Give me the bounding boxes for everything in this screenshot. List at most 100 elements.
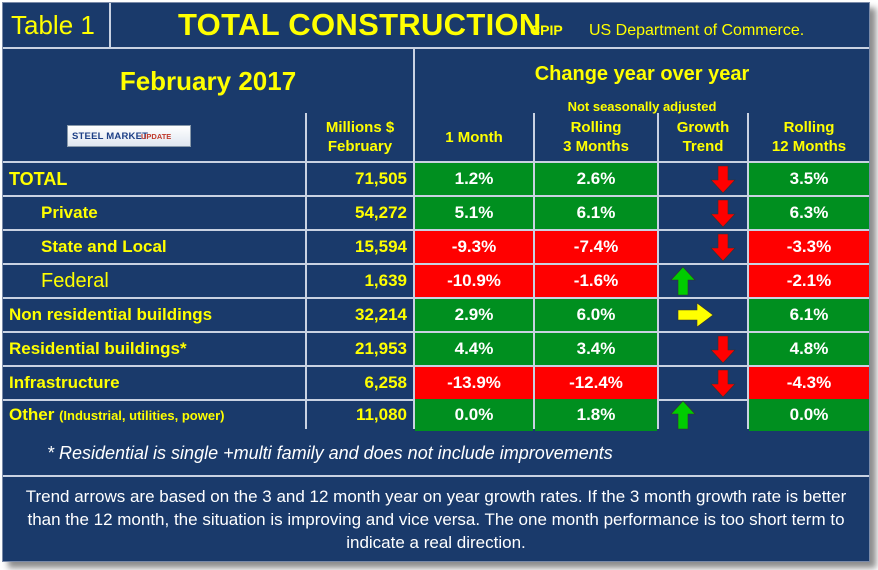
- arrow-down-icon: [703, 334, 743, 369]
- logo-sub-text: UPDATE: [141, 132, 172, 141]
- row-label-note: (Industrial, utilities, power): [59, 408, 225, 423]
- row-label: Non residential buildings: [9, 299, 212, 331]
- millions-value: 21,953: [355, 339, 407, 358]
- col-header-one-month-text: 1 Month: [445, 128, 503, 146]
- col-header-rolling12: Rolling 12 Months: [749, 113, 869, 161]
- millions-value: 54,272: [355, 203, 407, 222]
- steel-market-update-logo: STEEL MARKET UPDATE: [67, 125, 191, 147]
- col-header-rolling12-line2: 12 Months: [771, 138, 847, 155]
- col-header-rolling3-line1: Rolling: [570, 119, 622, 136]
- rolling-3-month-change: 6.0%: [535, 299, 657, 331]
- one-month-change: 4.4%: [415, 333, 533, 365]
- change-subheader: Not seasonally adjusted: [567, 99, 717, 114]
- millions-value: 32,214: [355, 305, 407, 324]
- one-month-change: 5.1%: [415, 197, 533, 229]
- millions-value: 71,505: [355, 169, 407, 188]
- row-label-text: Federal: [41, 270, 109, 292]
- rolling-12-month-change: -3.3%: [749, 231, 869, 263]
- explanatory-notes: Trend arrows are based on the 3 and 12 m…: [25, 487, 847, 552]
- col-header-millions-line2: February: [327, 138, 393, 155]
- row-label: Federal: [41, 265, 109, 297]
- one-month-change: 0.0%: [415, 399, 533, 431]
- row-label-text: Private: [41, 203, 98, 222]
- arrow-down-icon: [703, 232, 743, 267]
- logo-main-text: STEEL MARKET: [72, 131, 149, 142]
- row-label: Infrastructure: [9, 367, 120, 399]
- rolling-12-month-change: 6.3%: [749, 197, 869, 229]
- one-month-change: 1.2%: [415, 163, 533, 195]
- divider: [657, 113, 659, 429]
- millions-value: 11,080: [355, 405, 407, 424]
- table-row: Private 54,272 5.1% 6.1% 6.3%: [3, 197, 869, 231]
- row-label-text: Residential buildings*: [9, 339, 187, 358]
- table-row: Other (Industrial, utilities, power) 11,0…: [3, 399, 869, 431]
- column-headers: STEEL MARKET UPDATE Millions $ February 1…: [3, 113, 869, 163]
- rolling-12-month-change: 0.0%: [749, 399, 869, 431]
- arrow-right-icon: [675, 300, 715, 335]
- title-suffix: CPIP: [530, 22, 563, 38]
- col-header-rolling3: Rolling 3 Months: [535, 113, 657, 161]
- rolling-12-month-change: -4.3%: [749, 367, 869, 399]
- divider: [305, 113, 307, 429]
- col-header-rolling12-line1: Rolling: [783, 119, 835, 136]
- row-label-text: Other: [9, 405, 55, 424]
- data-source: US Department of Commerce.: [589, 22, 805, 39]
- divider: [413, 49, 415, 429]
- rolling-3-month-change: 6.1%: [535, 197, 657, 229]
- row-label: TOTAL: [9, 163, 67, 195]
- table-row: Non residential buildings 32,214 2.9% 6.0% 6…: [3, 299, 869, 333]
- rolling-3-month-change: -1.6%: [535, 265, 657, 297]
- millions-value: 1,639: [364, 271, 407, 290]
- rolling-3-month-change: 1.8%: [535, 399, 657, 431]
- rolling-3-month-change: -7.4%: [535, 231, 657, 263]
- title-bar: Table 1 TOTAL CONSTRUCTION CPIP US Depar…: [3, 3, 869, 49]
- footnote-text: * Residential is single +multi family an…: [47, 443, 613, 463]
- arrow-up-icon: [663, 266, 703, 301]
- page-title: TOTAL CONSTRUCTION: [178, 7, 542, 42]
- table-row: Infrastructure 6,258 -13.9% -12.4% -4.3%: [3, 367, 869, 401]
- arrow-down-icon: [703, 198, 743, 233]
- table-row: TOTAL 71,505 1.2% 2.6% 3.5%: [3, 163, 869, 197]
- rolling-12-month-change: -2.1%: [749, 265, 869, 297]
- row-label-text: Non residential buildings: [9, 305, 213, 324]
- rolling-3-month-change: -12.4%: [535, 367, 657, 399]
- row-label: State and Local: [41, 231, 167, 263]
- rolling-12-month-change: 6.1%: [749, 299, 869, 331]
- col-header-trend: Growth Trend: [659, 113, 747, 161]
- divider: [533, 113, 535, 429]
- row-label: Private: [41, 197, 98, 229]
- table-row: Residential buildings* 21,953 4.4% 3.4% 4.8%: [3, 333, 869, 367]
- one-month-change: -13.9%: [415, 367, 533, 399]
- row-label-text: State and Local: [41, 237, 167, 256]
- col-header-trend-line2: Trend: [682, 138, 724, 155]
- col-header-one-month: 1 Month: [415, 113, 533, 161]
- row-label: Other (Industrial, utilities, power): [9, 399, 224, 431]
- rolling-3-month-change: 3.4%: [535, 333, 657, 365]
- millions-value: 15,594: [355, 237, 407, 256]
- one-month-change: 2.9%: [415, 299, 533, 331]
- one-month-change: -9.3%: [415, 231, 533, 263]
- row-label: Residential buildings*: [9, 333, 187, 365]
- table-label: Table 1: [3, 3, 111, 47]
- header-band: February 2017 Change year over year Not …: [3, 49, 869, 114]
- table-row: Federal 1,639 -10.9% -1.6% -2.1%: [3, 265, 869, 299]
- rolling-3-month-change: 2.6%: [535, 163, 657, 195]
- divider: [747, 113, 749, 429]
- col-header-millions-line1: Millions $: [325, 119, 395, 136]
- millions-value: 6,258: [364, 373, 407, 392]
- col-header-millions: Millions $ February: [307, 113, 413, 161]
- arrow-down-icon: [703, 164, 743, 199]
- row-label-text: Infrastructure: [9, 373, 120, 392]
- row-label-text: TOTAL: [9, 169, 68, 189]
- footnote: * Residential is single +multi family an…: [3, 431, 869, 477]
- col-header-trend-line1: Growth: [676, 119, 730, 136]
- rolling-12-month-change: 4.8%: [749, 333, 869, 365]
- col-header-rolling3-line2: 3 Months: [563, 138, 629, 155]
- period-label: February 2017: [119, 66, 297, 96]
- change-header: Change year over year: [534, 63, 750, 85]
- table-frame: Table 1 TOTAL CONSTRUCTION CPIP US Depar…: [2, 2, 870, 562]
- arrow-down-icon: [703, 368, 743, 403]
- rolling-12-month-change: 3.5%: [749, 163, 869, 195]
- one-month-change: -10.9%: [415, 265, 533, 297]
- arrow-up-icon: [663, 400, 703, 435]
